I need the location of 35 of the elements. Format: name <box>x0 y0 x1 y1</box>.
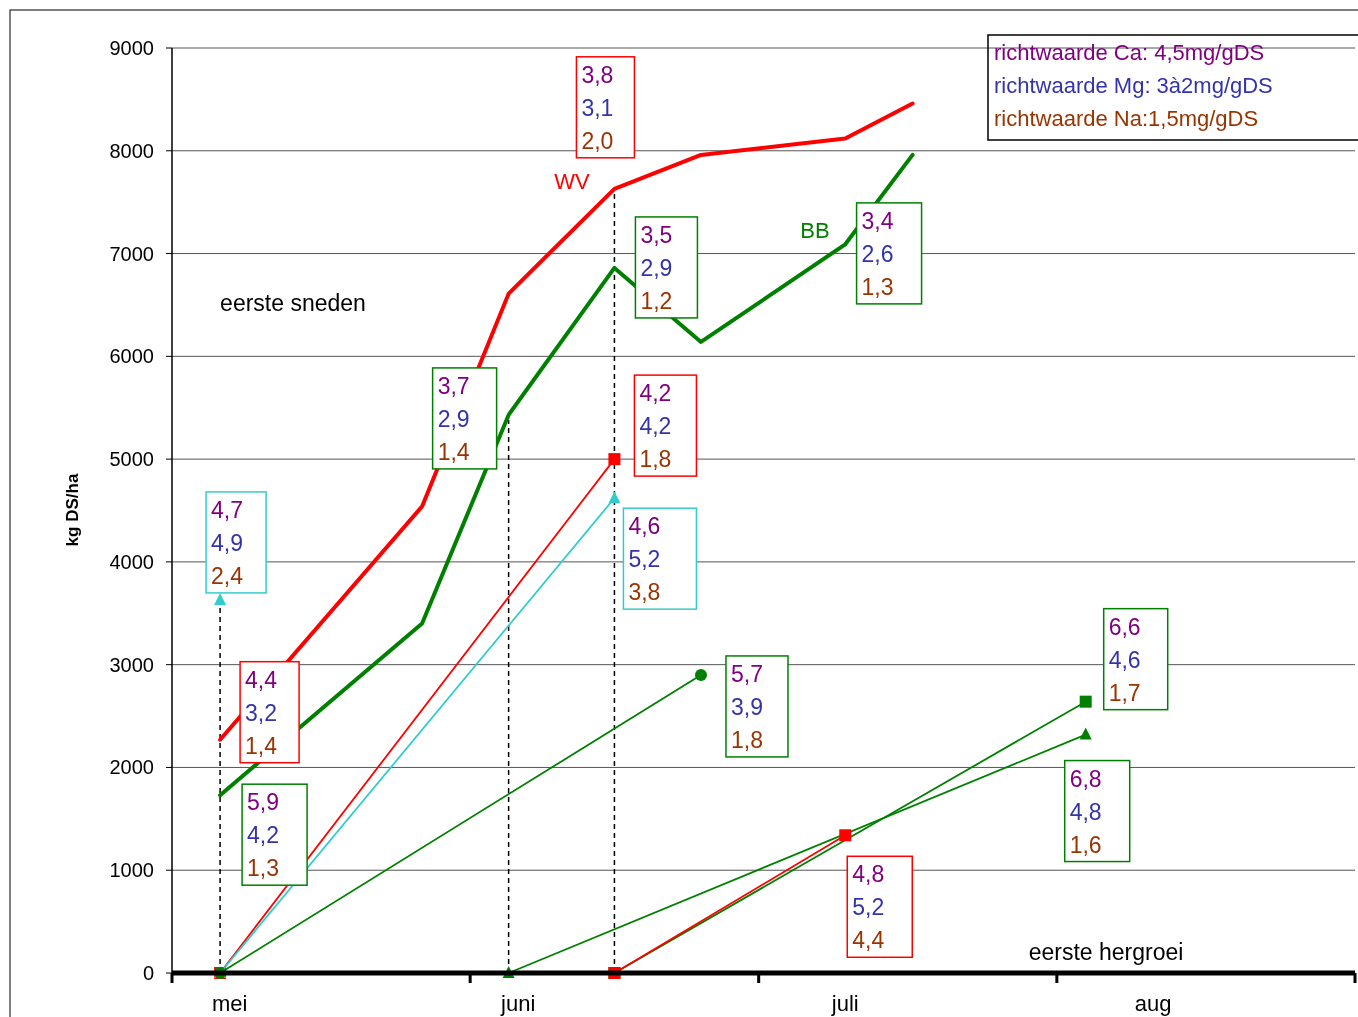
y-tick-label: 9000 <box>109 37 154 59</box>
series-label: BB <box>800 217 830 243</box>
annotation: 4,2 4,2 1,8 <box>639 380 672 473</box>
y-tick-label: 7000 <box>109 242 154 265</box>
y-tick-label: 1000 <box>109 859 154 882</box>
x-tick-label: juli <box>830 991 859 1016</box>
annotation: richtwaarde Na:1,5mg/gDS <box>994 105 1259 131</box>
annotation: 4,7 4,9 2,4 <box>211 496 244 589</box>
y-tick-label: 3000 <box>109 653 154 676</box>
annotation: eerste sneden <box>220 290 366 317</box>
annotation: richtwaarde Ca: 4,5mg/gDS <box>994 39 1265 65</box>
x-tick-label: juni <box>500 991 536 1016</box>
y-tick-label: 4000 <box>109 550 154 573</box>
annotation: 4,8 5,2 4,4 <box>852 861 885 954</box>
x-tick-label: mei <box>211 991 248 1016</box>
annotation: 3,5 2,9 1,2 <box>640 221 673 314</box>
y-tick-label: 2000 <box>109 756 154 779</box>
annotation: 5,9 4,2 1,3 <box>247 789 280 882</box>
annotation: 5,7 3,9 1,8 <box>730 660 763 753</box>
y-tick-label: 0 <box>142 962 154 984</box>
x-tick-label: aug <box>1134 991 1172 1016</box>
annotation: 4,4 3,2 1,4 <box>245 666 278 759</box>
y-axis-title: kg DS/ha <box>63 473 82 547</box>
annotation: 3,7 2,9 1,4 <box>437 372 470 465</box>
annotation: 6,6 4,6 1,7 <box>1108 613 1141 706</box>
series-label: WV <box>554 168 591 194</box>
y-tick-label: 8000 <box>109 139 154 162</box>
annotation: 3,8 3,1 2,0 <box>581 61 614 154</box>
annotation: eerste hergroei <box>1028 939 1184 966</box>
annotation: 6,8 4,8 1,6 <box>1069 765 1102 858</box>
annotation: 3,4 2,6 1,3 <box>861 207 894 300</box>
y-tick-label: 5000 <box>109 448 154 471</box>
annotation: 4,6 5,2 3,8 <box>628 513 661 606</box>
y-tick-label: 6000 <box>109 345 154 368</box>
annotation: richtwaarde Mg: 3à2mg/gDS <box>994 72 1273 98</box>
